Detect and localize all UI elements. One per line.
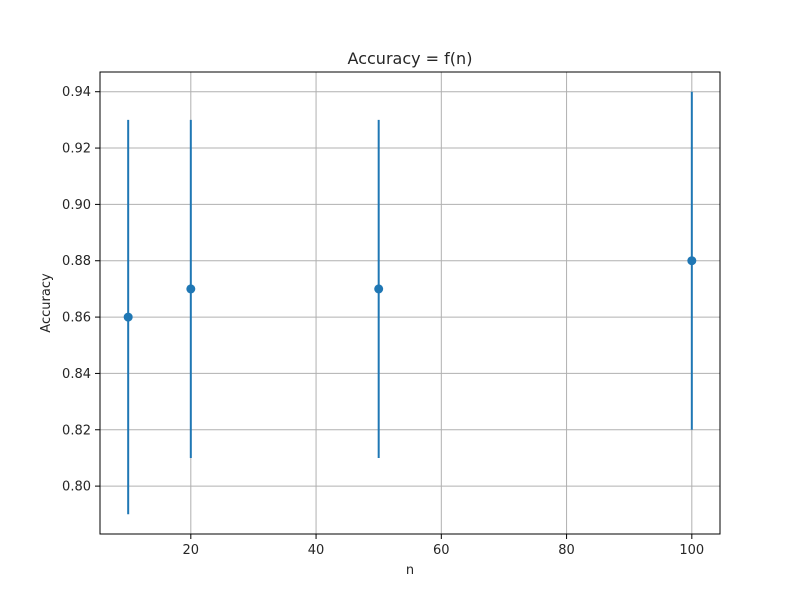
- y-tick-label: 0.90: [62, 198, 91, 213]
- data-point: [687, 256, 697, 266]
- x-tick-label: 80: [558, 543, 575, 558]
- x-tick-label: 40: [308, 543, 325, 558]
- x-tick-label: 60: [433, 543, 450, 558]
- data-point: [374, 284, 384, 294]
- y-axis-ticks: 0.80 0.82 0.84 0.86 0.88 0.90 0.92 0.94: [62, 85, 100, 495]
- data-point: [186, 284, 196, 294]
- plot-frame: [99, 71, 721, 535]
- data-points: [123, 256, 697, 322]
- y-tick-label: 0.94: [62, 85, 91, 100]
- y-tick-label: 0.92: [62, 142, 91, 157]
- x-tick-label: 20: [183, 543, 200, 558]
- x-axis-ticks: 20 40 60 80 100: [183, 534, 704, 558]
- y-tick-label: 0.86: [62, 311, 91, 326]
- data-point: [123, 312, 133, 322]
- y-tick-label: 0.84: [62, 367, 91, 382]
- y-tick-label: 0.80: [62, 480, 91, 495]
- y-axis-label: Accuracy: [39, 273, 54, 333]
- x-tick-label: 100: [679, 543, 704, 558]
- grid-lines: [100, 72, 720, 534]
- y-tick-label: 0.82: [62, 423, 91, 438]
- plot-area: [100, 72, 720, 534]
- y-tick-label: 0.88: [62, 254, 91, 269]
- chart-title: Accuracy = f(n): [348, 49, 473, 68]
- x-axis-label: n: [406, 563, 414, 578]
